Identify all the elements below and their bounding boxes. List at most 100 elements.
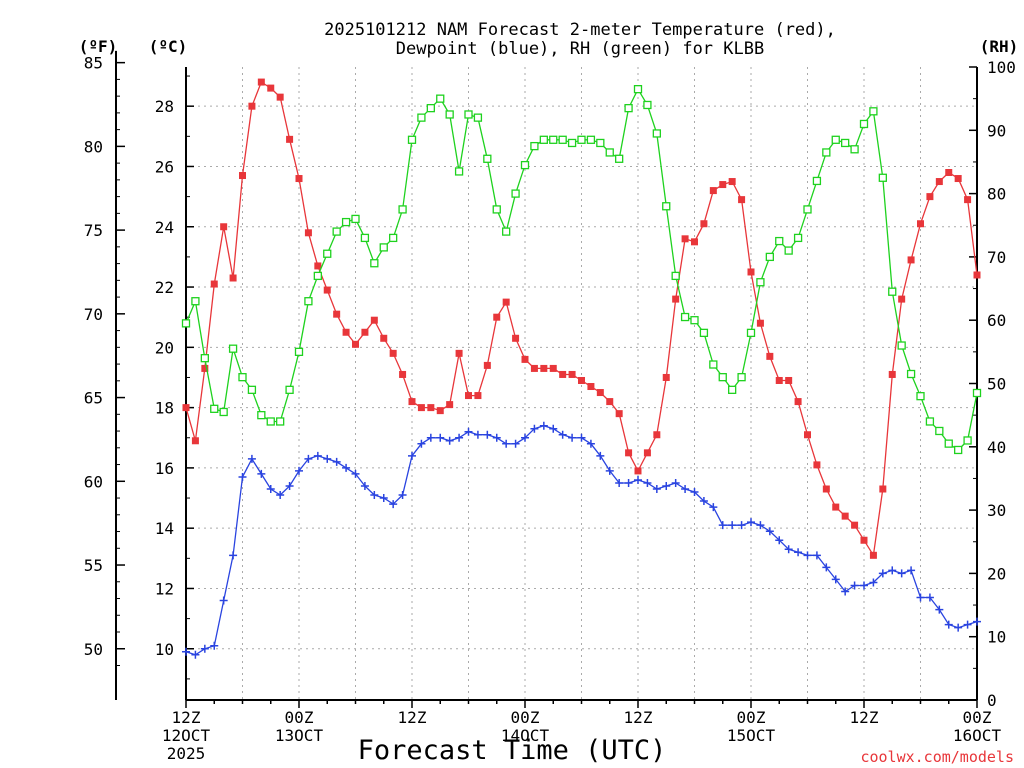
- dewpoint-point: [615, 478, 624, 487]
- rh-point: [793, 233, 803, 243]
- x-tick-label: 00Z: [285, 708, 314, 727]
- rh-point: [972, 388, 982, 398]
- rh-point: [737, 373, 746, 382]
- temperature-point: [917, 220, 924, 228]
- dewpoint-point: [803, 551, 812, 560]
- dewpoint-point: [295, 466, 303, 475]
- rh-tick-label: 30: [987, 501, 1006, 520]
- temperature-point: [474, 392, 482, 400]
- rh-point: [728, 385, 737, 394]
- temperature-point: [794, 398, 802, 406]
- temperature-point: [691, 238, 698, 246]
- rh-point: [906, 369, 916, 379]
- celsius-tick-label: 26: [155, 157, 174, 176]
- temperature-point: [822, 485, 830, 493]
- rh-tick-label: 70: [987, 248, 1006, 267]
- fahrenheit-tick-label: 85: [84, 54, 103, 73]
- temperature-point: [333, 310, 341, 318]
- rh-tick-label: 90: [987, 121, 1006, 140]
- fahrenheit-tick-label: 80: [84, 137, 103, 156]
- temperature-point: [257, 78, 265, 86]
- temperature-point: [898, 295, 906, 303]
- temperature-point: [417, 404, 425, 412]
- temperature-point: [399, 370, 407, 378]
- temperature-point: [756, 319, 764, 327]
- rh-point: [445, 110, 454, 119]
- temperature-point: [869, 551, 877, 559]
- dewpoint-point: [681, 485, 690, 493]
- chart-title-line1: 2025101212 NAM Forecast 2-meter Temperat…: [324, 20, 836, 40]
- rh-point: [389, 233, 398, 243]
- dewpoint-point: [888, 566, 897, 575]
- temperature-point: [342, 328, 350, 336]
- temperature-point: [323, 286, 331, 294]
- temperature-point: [785, 376, 793, 384]
- dewpoint-point: [577, 433, 586, 442]
- temperature-point: [775, 376, 783, 384]
- rh-point: [925, 417, 935, 426]
- rh-point: [407, 135, 417, 144]
- rh-point: [558, 135, 567, 144]
- temperature-point: [201, 364, 209, 372]
- dewpoint-point: [850, 581, 859, 590]
- temperature-point: [653, 431, 661, 439]
- celsius-tick-label: 24: [155, 218, 174, 237]
- rh-point: [699, 328, 709, 338]
- fahrenheit-axis-label: (ºF): [79, 37, 118, 56]
- dewpoint-point: [869, 578, 878, 587]
- dewpoint-point: [784, 545, 793, 554]
- dewpoint-point: [756, 521, 765, 530]
- temperature-point: [709, 187, 717, 195]
- dewpoint-point: [276, 491, 285, 500]
- rh-point: [765, 252, 774, 262]
- x-axis-title: Forecast Time (UTC): [358, 735, 667, 766]
- temperature-point: [634, 467, 642, 475]
- temperature-point: [220, 223, 228, 231]
- rh-point: [615, 154, 624, 163]
- dewpoint-point: [662, 481, 671, 490]
- rh-point: [812, 176, 822, 186]
- rh-point: [473, 113, 483, 122]
- temperature-point: [719, 181, 727, 189]
- rh-tick-label: 10: [987, 628, 1006, 647]
- temperature-point: [483, 361, 491, 369]
- dewpoint-point: [794, 548, 803, 557]
- rh-point: [360, 233, 370, 243]
- celsius-tick-label: 10: [155, 640, 174, 659]
- rh-point: [662, 202, 671, 211]
- temperature-point: [860, 536, 868, 544]
- temperature-point: [540, 364, 548, 372]
- dewpoint-point: [699, 497, 708, 506]
- temperature-point: [455, 349, 463, 357]
- dewpoint-point: [304, 454, 313, 463]
- rh-point: [605, 148, 614, 157]
- rh-point: [859, 119, 869, 129]
- rh-point: [304, 297, 313, 306]
- rh-point: [643, 100, 652, 110]
- dewpoint-point: [973, 617, 981, 626]
- rh-point: [690, 316, 699, 325]
- temperature-point: [493, 313, 501, 321]
- rh-point: [285, 385, 294, 394]
- temperature-point: [559, 370, 567, 378]
- x-tick-label: 00Z: [963, 708, 992, 727]
- temperature-point: [304, 229, 312, 237]
- dewpoint-point: [483, 430, 492, 439]
- rh-point: [944, 439, 953, 448]
- dewpoint-point: [370, 491, 379, 500]
- dewpoint-point: [954, 623, 963, 632]
- dewpoint-point: [831, 575, 840, 584]
- dewpoint-point: [634, 475, 642, 484]
- rh-point: [247, 385, 257, 394]
- dewpoint-point: [907, 566, 916, 575]
- celsius-tick-label: 22: [155, 278, 174, 297]
- rh-point: [370, 259, 379, 268]
- rh-point: [869, 107, 878, 116]
- celsius-tick-label: 28: [155, 97, 174, 116]
- rh-point: [841, 138, 850, 148]
- dewpoint-point: [709, 503, 718, 512]
- temperature-point: [738, 196, 746, 204]
- rh-point: [954, 445, 963, 455]
- rh-point: [454, 167, 464, 176]
